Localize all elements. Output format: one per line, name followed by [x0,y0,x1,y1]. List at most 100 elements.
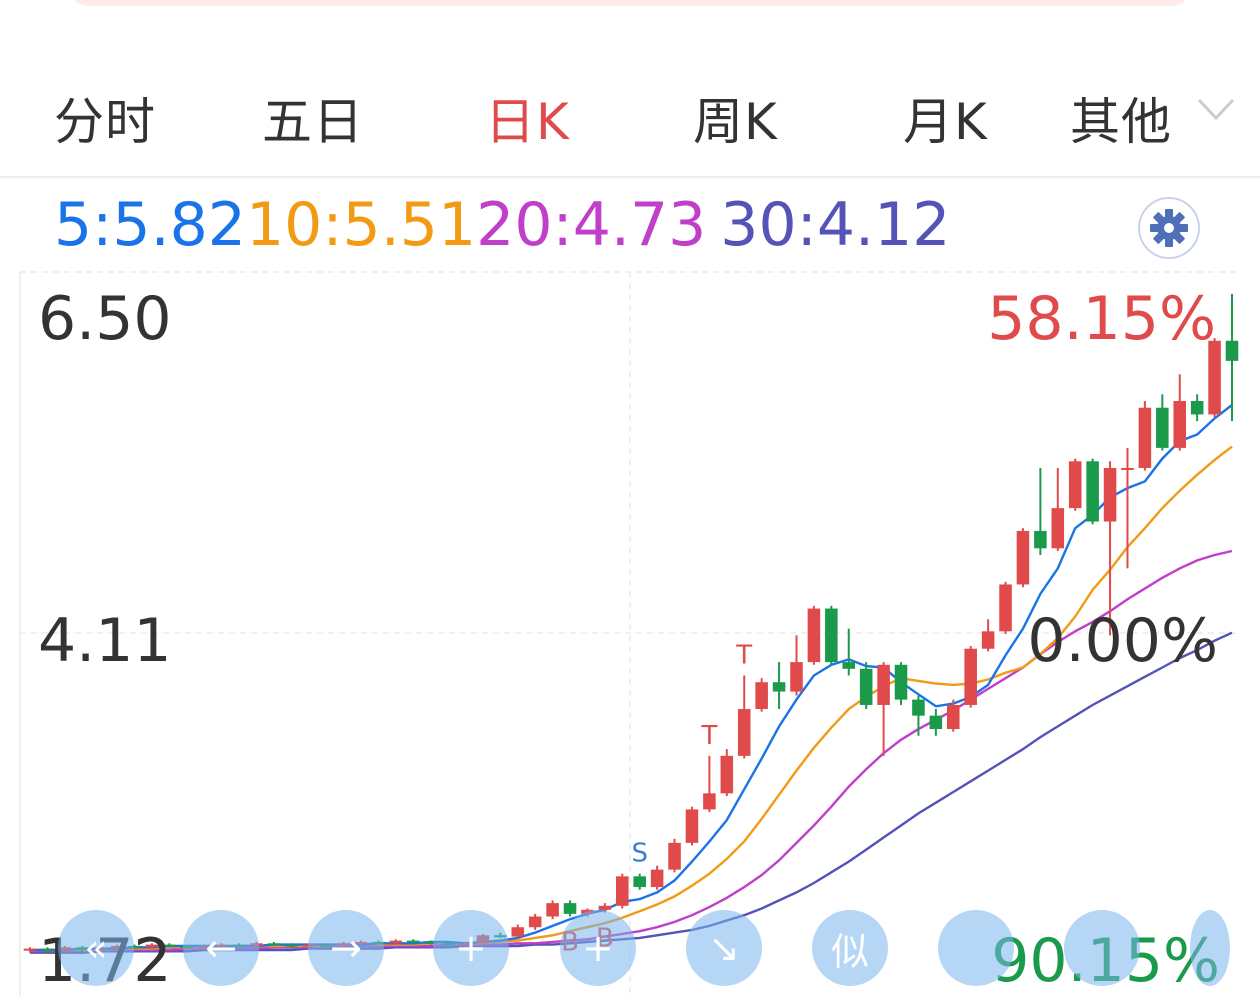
candle [633,873,646,890]
ma10-value: 10:5.51 [245,190,477,260]
candle [389,939,403,945]
candle [406,939,420,944]
tab-intraday[interactable]: 分时 [54,93,156,151]
candle [1156,394,1169,451]
tab-monthly-k[interactable]: 月K [903,93,988,151]
candle-body [720,755,734,794]
candle-body [790,662,803,692]
candle [685,806,699,846]
candle [1225,293,1239,422]
candle-body [964,648,977,705]
tabs-divider [0,176,1260,178]
candle-body [772,682,786,692]
candle [842,628,856,676]
candle-body [929,715,943,730]
candle [563,900,577,917]
candle-body [1051,508,1065,549]
candle [163,943,176,948]
candle [981,619,995,652]
candle-body [1103,467,1117,522]
candle-body [755,682,768,709]
candle [894,662,908,705]
candle [1208,338,1221,418]
candle [825,605,838,665]
draw-button[interactable] [1064,910,1140,986]
candle [737,675,751,759]
ma5-value: 5:5.82 [54,190,246,260]
tab-five-day[interactable]: 五日 [262,93,364,151]
trade-marker: S [631,839,648,869]
period-tabs: 分时 五日 日K 周K 月K 其他 [0,60,1260,175]
kline-chart[interactable]: STTBB 6.50 4.11 1.72 58.15% 0.00% 90.15% [0,268,1260,997]
pct-mid: 0.00% [1027,606,1218,676]
candle [999,581,1012,634]
tab-more[interactable]: 其他 [1070,93,1172,151]
candle-body [1173,401,1187,448]
candle-body [163,944,176,947]
candle [929,708,943,736]
chevron-down-icon[interactable] [1196,92,1236,126]
candle [285,943,298,948]
arrow-right-button[interactable]: → [308,910,384,986]
candle-body [737,708,751,756]
zoom-in-button[interactable]: + [433,910,509,986]
arrow-left-button[interactable]: ← [183,910,259,986]
gear-icon[interactable] [1137,196,1201,260]
candle-body [703,793,716,810]
candle-body [685,809,699,843]
candle-body [633,876,646,888]
ma20-value: 20:4.73 [476,190,707,260]
candle-body [546,903,559,917]
candle [1034,467,1047,556]
kline-svg[interactable]: STTBB [0,268,1260,997]
arrow-down-right-button[interactable]: ↘ [686,910,762,986]
candle-body [859,668,873,705]
candle-body [999,584,1012,632]
candle-body [650,869,664,888]
candle [790,635,803,696]
candle [1173,374,1187,451]
candle-body [267,943,281,946]
ma30-line [30,631,1233,954]
candle-body [842,662,856,669]
candle-body [1034,530,1047,549]
indicator-button[interactable] [938,910,1014,986]
candle [947,699,960,732]
candle [1086,458,1099,525]
y-tick-mid: 4.11 [38,606,172,676]
pct-top: 58.15% [987,284,1216,354]
candle [877,662,890,756]
candle-body [1121,467,1134,470]
candle [1190,394,1204,422]
similar-button[interactable]: 似 [812,910,888,986]
candle [1051,467,1065,551]
rewind-button[interactable]: « [58,910,134,986]
candle-body [128,945,141,948]
floating-toolbar: « ← → + + ↘ 似 [0,910,1260,997]
candle-body [511,927,525,937]
tab-daily-k[interactable]: 日K [485,93,570,151]
candle-body [807,608,821,663]
candle-body [825,608,838,663]
tab-weekly-k[interactable]: 周K [693,93,778,151]
y-tick-top: 6.50 [38,284,172,354]
more-tools-button[interactable] [1190,910,1230,986]
candle-body [616,876,629,906]
crosshair-button[interactable]: + [560,910,636,986]
candle-body [563,903,577,914]
candle [528,913,542,930]
candle-body [981,631,995,649]
candle-body [1138,407,1152,468]
candle [616,873,629,909]
candle [424,940,437,945]
candle-body [23,948,37,951]
candle [720,749,734,797]
ma-legend: 5:5.8210:5.5120:4.73 30:4.12 [54,190,950,260]
candle-body [406,940,420,943]
ma30-value: 30:4.12 [720,190,951,260]
candle [1016,528,1030,588]
candle-body [1068,461,1082,509]
candle-body [145,944,159,948]
candle [511,924,525,938]
candle-body [285,944,298,947]
